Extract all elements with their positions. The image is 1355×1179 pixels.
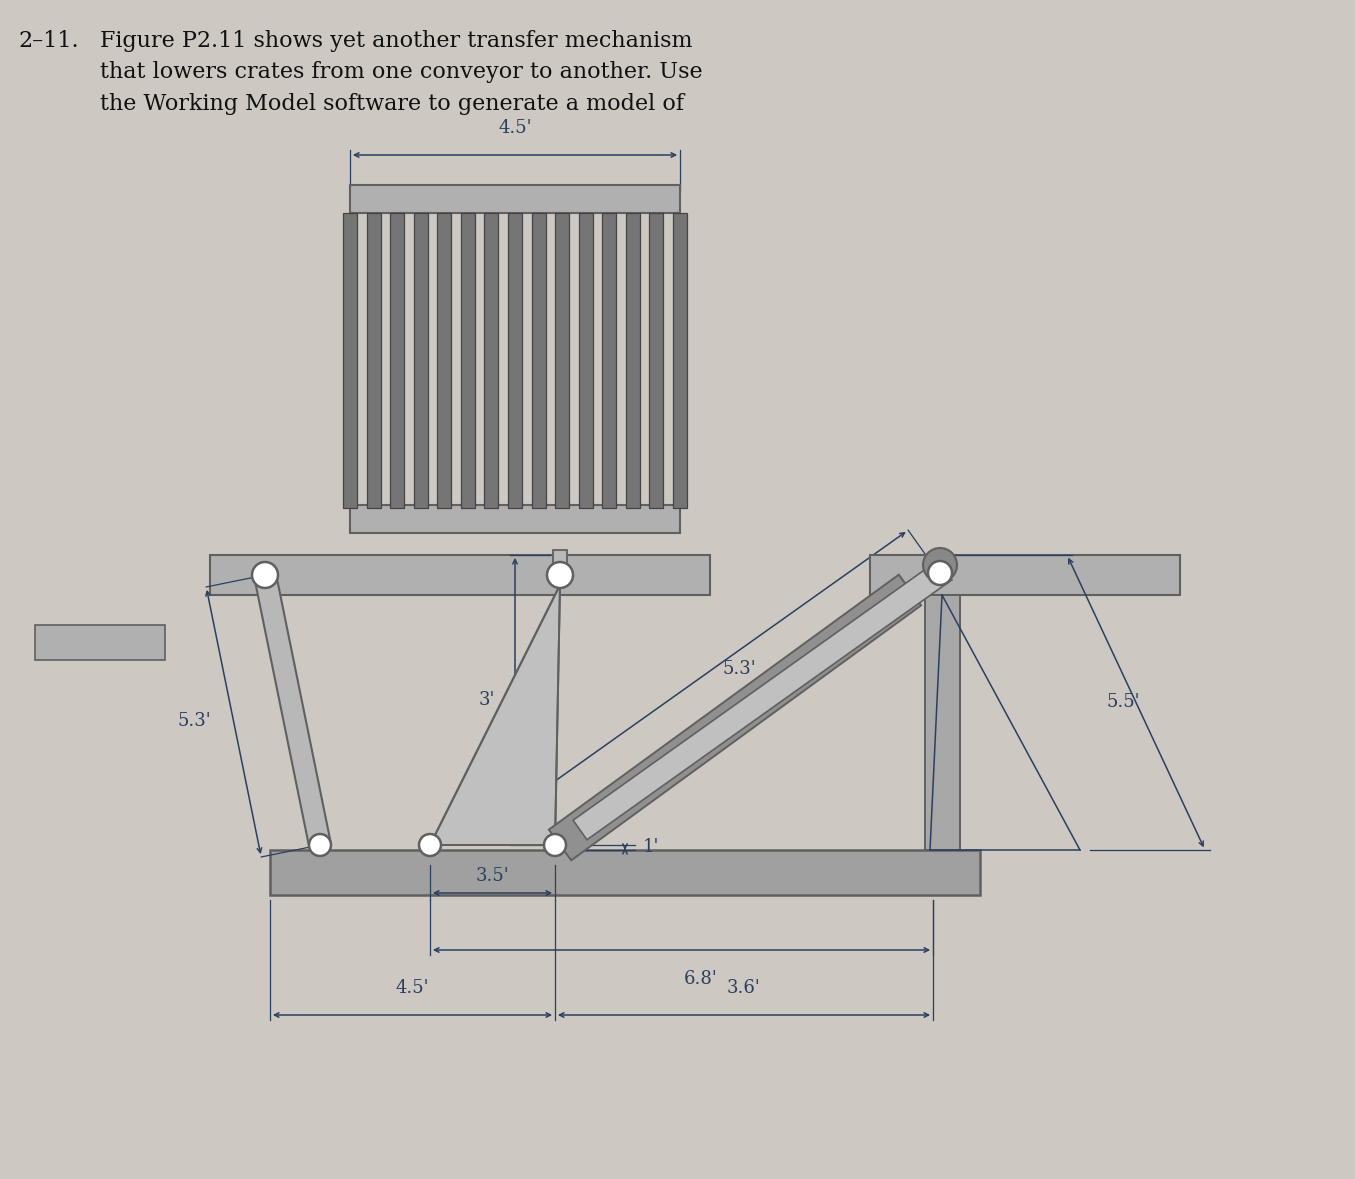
Bar	[579, 213, 592, 508]
Bar	[390, 213, 404, 508]
Polygon shape	[255, 573, 331, 848]
Bar	[461, 213, 474, 508]
Circle shape	[252, 562, 278, 588]
Text: 3.6': 3.6'	[728, 979, 762, 997]
Bar	[649, 213, 664, 508]
Circle shape	[419, 834, 440, 856]
Text: 6.8': 6.8'	[684, 970, 718, 988]
Text: 5.3': 5.3'	[178, 712, 211, 730]
Circle shape	[923, 548, 957, 582]
Circle shape	[543, 834, 566, 856]
Text: 3': 3'	[478, 691, 495, 709]
Bar	[870, 555, 1180, 595]
Bar	[438, 213, 451, 508]
Bar	[626, 213, 640, 508]
Circle shape	[928, 561, 953, 585]
Text: 3.5': 3.5'	[476, 867, 509, 885]
Text: 4.5': 4.5'	[396, 979, 428, 997]
Polygon shape	[549, 574, 921, 861]
Bar	[556, 213, 569, 508]
Text: Figure P2.11 shows yet another transfer mechanism
that lowers crates from one co: Figure P2.11 shows yet another transfer …	[100, 29, 703, 114]
Text: 4.5': 4.5'	[499, 119, 531, 137]
Text: 2–11.: 2–11.	[18, 29, 79, 52]
Bar	[413, 213, 428, 508]
Circle shape	[547, 562, 573, 588]
Bar	[350, 185, 680, 213]
Bar	[485, 213, 499, 508]
Text: 5.5': 5.5'	[1107, 693, 1141, 711]
Bar	[508, 213, 522, 508]
Bar	[673, 213, 687, 508]
Text: 1': 1'	[644, 838, 660, 856]
Bar	[367, 213, 381, 508]
Circle shape	[309, 834, 331, 856]
Bar	[925, 595, 959, 850]
Bar	[343, 213, 356, 508]
Bar	[270, 850, 980, 895]
Bar	[35, 625, 165, 660]
Bar	[531, 213, 546, 508]
Text: 5.3': 5.3'	[724, 660, 756, 678]
Bar	[210, 555, 710, 595]
Bar	[602, 213, 617, 508]
Bar	[350, 505, 680, 533]
Polygon shape	[573, 560, 953, 839]
Polygon shape	[553, 549, 566, 585]
Polygon shape	[430, 585, 560, 845]
